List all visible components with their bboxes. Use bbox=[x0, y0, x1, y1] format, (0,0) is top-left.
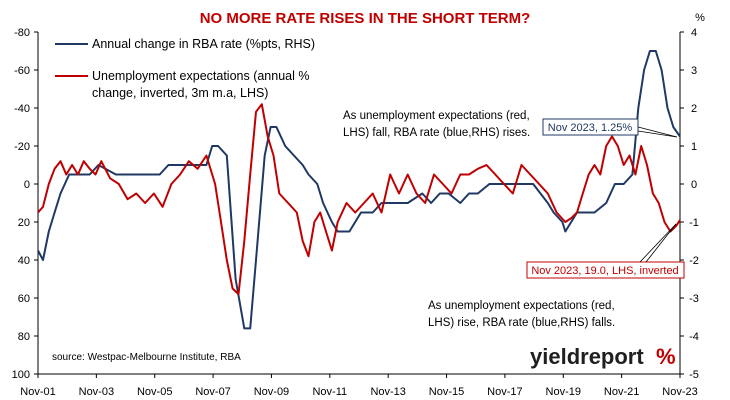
right-tick-label: -5 bbox=[689, 369, 699, 381]
legend-label-unemp-1: Unemployment expectations (annual % bbox=[92, 69, 309, 83]
brand-percent-icon: % bbox=[656, 344, 676, 369]
x-tick-label: Nov-15 bbox=[429, 386, 464, 398]
callout-unemp-pointer bbox=[639, 223, 677, 263]
right-tick-label: 2 bbox=[691, 103, 697, 115]
right-tick-label: 3 bbox=[691, 65, 697, 77]
x-tick-label: Nov-11 bbox=[312, 386, 347, 398]
right-tick-label: 1 bbox=[691, 141, 697, 153]
callout-rba-pointer bbox=[637, 126, 678, 138]
x-tick-label: Nov-21 bbox=[604, 386, 639, 398]
x-tick-label: Nov-07 bbox=[195, 386, 230, 398]
right-tick-label: -1 bbox=[689, 217, 699, 229]
chart-title: NO MORE RATE RISES IN THE SHORT TERM? bbox=[200, 10, 531, 27]
right-tick-label: 4 bbox=[691, 27, 697, 39]
x-tick-label: Nov-19 bbox=[546, 386, 581, 398]
x-tick-label: Nov-01 bbox=[20, 386, 55, 398]
left-tick-label: 100 bbox=[12, 369, 30, 381]
brand-logo: yieldreport % bbox=[530, 344, 676, 369]
x-tick-label: Nov-13 bbox=[370, 386, 405, 398]
annotation-bottom-line2: LHS) rise, RBA rate (blue,RHS) falls. bbox=[428, 317, 615, 329]
left-tick-label: 60 bbox=[18, 293, 30, 305]
left-tick-label: -60 bbox=[14, 65, 30, 77]
left-axis-ticks: -80 -60 -40 -20 0 20 40 60 80 100 bbox=[12, 27, 38, 381]
left-tick-label: -80 bbox=[14, 27, 30, 39]
x-tick-label: Nov-17 bbox=[487, 386, 522, 398]
right-tick-label: 0 bbox=[691, 179, 697, 191]
series-lines bbox=[37, 50, 681, 330]
annotation-bottom-line1: As unemployment expectations (red, bbox=[428, 300, 615, 312]
left-tick-label: 80 bbox=[18, 331, 30, 343]
annotation-top-line1: As unemployment expectations (red, bbox=[343, 110, 530, 122]
x-tick-label: Nov-03 bbox=[79, 386, 114, 398]
legend-label-rba: Annual change in RBA rate (%pts, RHS) bbox=[92, 37, 315, 51]
annotation-top-line2: LHS) fall, RBA rate (blue,RHS) rises. bbox=[343, 127, 530, 139]
left-tick-label: -40 bbox=[14, 103, 30, 115]
series-rba-line bbox=[37, 50, 681, 330]
source-note: source: Westpac-Melbourne Institute, RBA bbox=[52, 352, 241, 363]
left-tick-label: -20 bbox=[14, 141, 30, 153]
right-tick-label: -4 bbox=[689, 331, 699, 343]
left-tick-label: 20 bbox=[18, 217, 30, 229]
x-axis-ticks: Nov-01 Nov-03 Nov-05 Nov-07 Nov-09 Nov-11 Nov-… bbox=[20, 374, 698, 398]
callout-rba-pointer-2 bbox=[637, 130, 678, 138]
left-tick-label: 40 bbox=[18, 255, 30, 267]
brand-text: yieldreport bbox=[530, 344, 644, 369]
right-tick-label: -2 bbox=[689, 255, 699, 267]
right-axis-unit: % bbox=[695, 12, 705, 24]
right-axis-ticks: 4 3 2 1 0 -1 -2 -3 -4 -5 bbox=[680, 27, 699, 381]
callout-unemp: Nov 2023, 19.0, LHS, inverted bbox=[526, 223, 685, 279]
legend-label-unemp-2: change, inverted, 3m m.a, LHS) bbox=[92, 86, 268, 100]
x-tick-label: Nov-23 bbox=[662, 386, 697, 398]
axes bbox=[37, 32, 681, 375]
x-tick-label: Nov-05 bbox=[137, 386, 172, 398]
callout-unemp-text: Nov 2023, 19.0, LHS, inverted bbox=[531, 265, 678, 277]
x-tick-label: Nov-09 bbox=[254, 386, 289, 398]
callout-unemp-pointer-2 bbox=[645, 223, 677, 263]
callout-unemp-box bbox=[526, 261, 685, 279]
right-tick-label: -3 bbox=[689, 293, 699, 305]
series-unemployment-line bbox=[37, 103, 681, 296]
left-tick-label: 0 bbox=[24, 179, 30, 191]
legend: Annual change in RBA rate (%pts, RHS) Un… bbox=[55, 37, 315, 100]
callout-rba: Nov 2023, 1.25% bbox=[542, 118, 678, 138]
callout-rba-text: Nov 2023, 1.25% bbox=[548, 122, 633, 134]
